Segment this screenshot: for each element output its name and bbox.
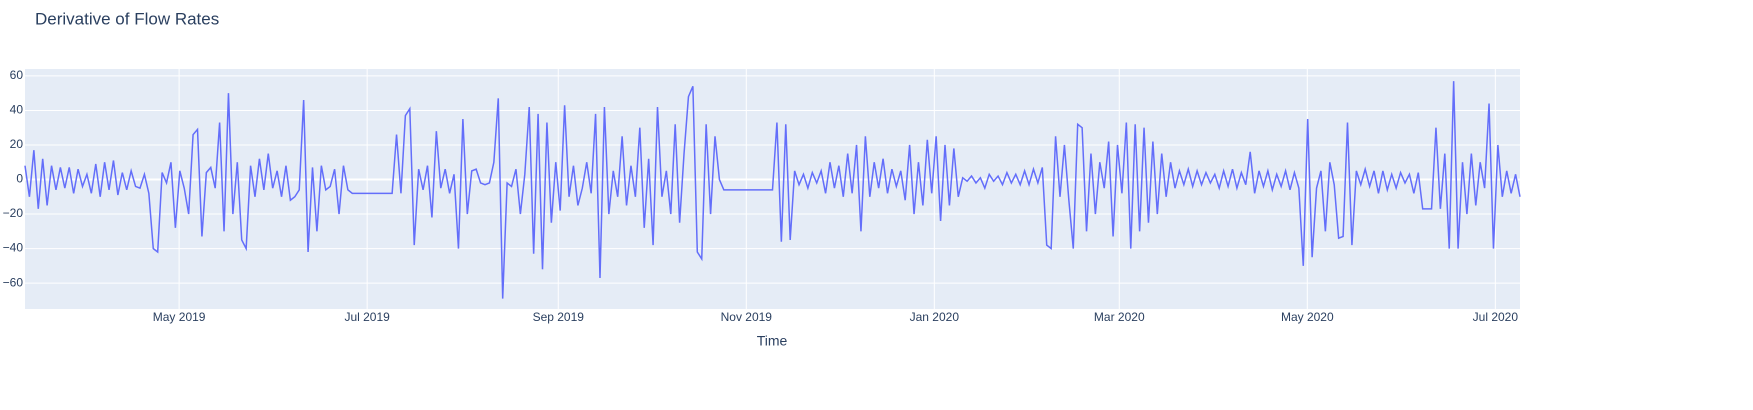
- x-tick-label: May 2020: [1281, 310, 1334, 324]
- x-tick-label: Jul 2019: [344, 310, 390, 324]
- x-tick-label: Jul 2020: [1473, 310, 1519, 324]
- y-tick-label: 60: [10, 68, 24, 82]
- y-tick-label: −60: [3, 275, 24, 289]
- x-axis-label: Time: [757, 333, 788, 349]
- x-tick-label: Mar 2020: [1094, 310, 1145, 324]
- y-tick-label: 40: [10, 103, 24, 117]
- chart-title: Derivative of Flow Rates: [35, 9, 219, 28]
- x-tick-label: Sep 2019: [533, 310, 585, 324]
- y-tick-label: 20: [10, 137, 24, 151]
- x-tick-label: Jan 2020: [910, 310, 960, 324]
- y-tick-label: −20: [3, 206, 24, 220]
- y-tick-label: −40: [3, 241, 24, 255]
- data-line: [24, 81, 1521, 299]
- y-tick-label: 0: [16, 172, 23, 186]
- x-tick-label: Nov 2019: [721, 310, 773, 324]
- x-tick-label: May 2019: [153, 310, 206, 324]
